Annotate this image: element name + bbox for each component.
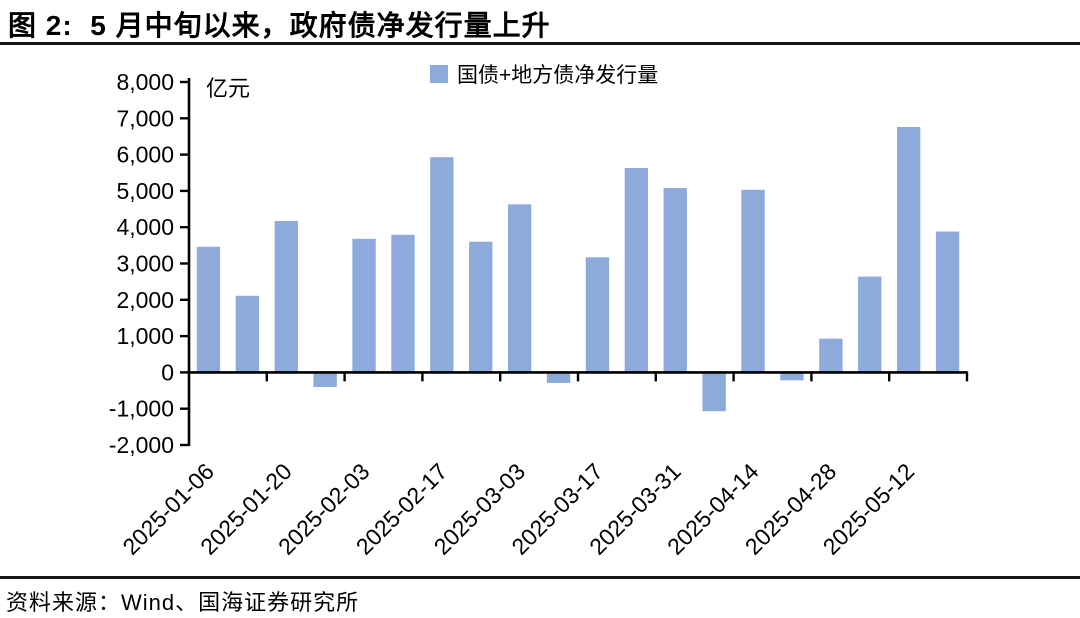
page-title: 图 2: 5 月中旬以来，政府债净发行量上升 — [8, 10, 551, 41]
bar — [507, 204, 532, 373]
bar — [313, 372, 337, 387]
source-note: 资料来源：Wind、国海证券研究所 — [6, 590, 360, 615]
bar — [391, 234, 415, 373]
y-tick-label: -2,000 — [109, 432, 174, 458]
bar — [546, 372, 571, 383]
y-tick-label: 1,000 — [116, 323, 174, 349]
bar — [780, 372, 804, 381]
bar — [585, 257, 610, 373]
y-tick-label: 3,000 — [116, 251, 174, 277]
bar — [469, 241, 493, 373]
title-divider — [0, 42, 1080, 45]
y-tick-label: 6,000 — [116, 142, 174, 168]
y-tick-label: 2,000 — [116, 287, 174, 313]
bar — [741, 189, 765, 373]
bar — [235, 295, 260, 373]
bar — [896, 127, 921, 373]
y-tick-label: 4,000 — [116, 214, 174, 240]
y-tick-label: 7,000 — [116, 105, 174, 131]
y-tick-label: -1,000 — [109, 396, 174, 422]
chart-legend: 国债+地方债净发行量 — [430, 59, 658, 89]
y-axis-unit-label: 亿元 — [206, 76, 250, 101]
legend-label: 国债+地方债净发行量 — [457, 64, 659, 87]
bar — [819, 338, 843, 373]
y-tick-label: 5,000 — [116, 178, 174, 204]
y-tick-label: 0 — [161, 359, 174, 385]
bar — [702, 372, 726, 412]
bar — [430, 157, 454, 373]
legend-swatch-icon — [430, 65, 448, 83]
bar — [624, 168, 649, 373]
bar — [196, 246, 221, 373]
bar — [935, 231, 960, 373]
bar-chart: 8,000 7,000 6,000 5,000 4,000 3,000 2,000 1,000… — [109, 69, 969, 560]
bar — [274, 221, 298, 373]
y-tick-label: 8,000 — [116, 69, 174, 95]
bar — [663, 187, 687, 373]
bar — [352, 238, 376, 373]
bar — [858, 276, 882, 373]
footer-divider — [0, 576, 1080, 579]
